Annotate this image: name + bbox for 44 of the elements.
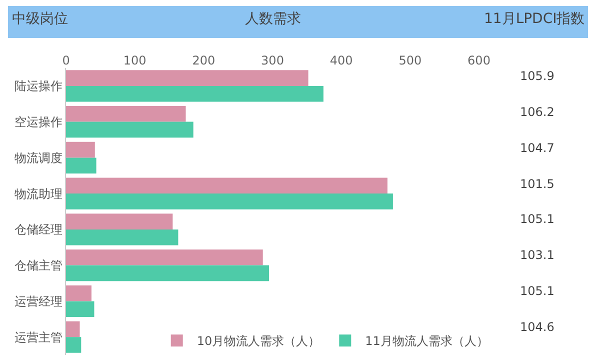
text: 101.5 — [520, 177, 554, 191]
text: 103.1 — [520, 248, 554, 262]
text: 11月LPDCI指数 — [484, 11, 585, 27]
y-tick-label: 物流调度 — [14, 150, 63, 165]
bar — [66, 86, 324, 102]
bar — [66, 250, 263, 266]
y-tick-label: 陆运操作 — [14, 79, 63, 94]
bar — [66, 214, 173, 230]
y-tick-label: 运营经理 — [14, 294, 63, 308]
y-tick-label: 空运操作 — [14, 115, 63, 130]
bar — [66, 337, 82, 353]
y-tick-label: 仓储主管 — [14, 258, 63, 273]
bar — [66, 142, 95, 158]
x-tick-label: 100 — [123, 54, 146, 68]
x-tick-label: 400 — [330, 54, 353, 68]
bar — [66, 178, 388, 194]
text: 105.1 — [520, 212, 554, 226]
x-tick-label: 0 — [62, 54, 70, 68]
bar — [66, 70, 308, 86]
y-tick-label: 仓储经理 — [14, 222, 63, 237]
legend-label: 10月物流人需求（人） — [196, 334, 320, 348]
chart-title: 人数需求 — [245, 11, 301, 27]
text: 104.6 — [520, 320, 554, 334]
x-tick-label: 200 — [192, 54, 216, 68]
bar — [66, 321, 80, 338]
text: 104.7 — [520, 141, 554, 155]
x-tick-label: 300 — [261, 54, 284, 68]
text: 105.9 — [520, 69, 554, 83]
legend-label: 11月物流人需求（人） — [365, 334, 488, 348]
bar — [66, 194, 393, 210]
text: 105.1 — [520, 284, 554, 298]
bar — [66, 122, 194, 138]
y-axis-title: 中级岗位 — [12, 11, 68, 27]
bar — [66, 285, 92, 302]
bar — [66, 301, 94, 317]
bar — [66, 265, 270, 282]
x-tick-label: 500 — [398, 54, 422, 68]
y-tick-label: 运营主管 — [14, 330, 63, 344]
bar — [66, 229, 178, 246]
bar — [66, 106, 186, 122]
y-tick-label: 物流助理 — [14, 186, 63, 201]
text: 106.2 — [520, 105, 554, 119]
x-tick-label: 600 — [468, 54, 490, 68]
bar — [66, 158, 96, 174]
